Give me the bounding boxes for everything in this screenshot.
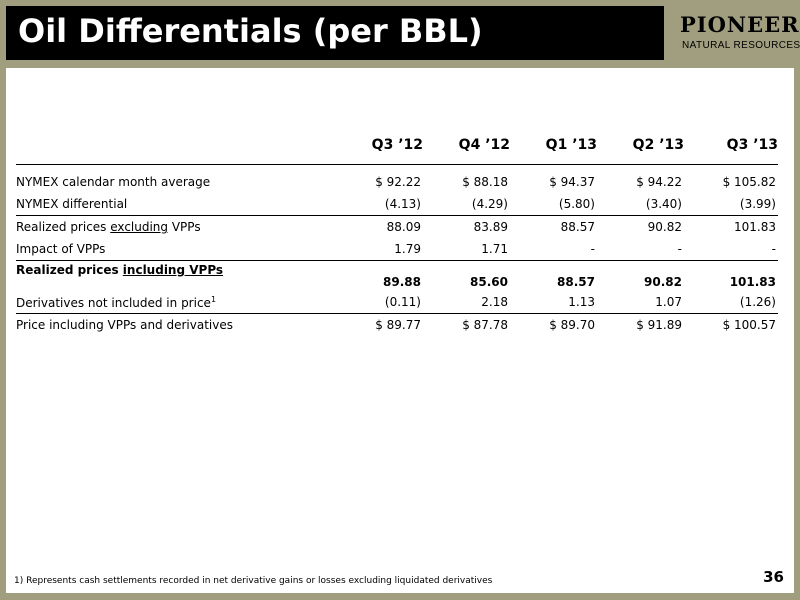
row-label-pre: Realized prices bbox=[16, 220, 111, 234]
cell-value: 101.83 bbox=[734, 220, 776, 234]
row-label-text: Derivatives not included in price bbox=[16, 295, 211, 310]
row-label: Realized prices including VPPs bbox=[16, 261, 336, 292]
cell-value: (4.29) bbox=[423, 193, 510, 216]
cell-value: (4.13) bbox=[336, 193, 423, 216]
column-header: Q1 ’13 bbox=[510, 134, 597, 165]
header-label-spacer bbox=[16, 134, 336, 165]
table-row-realized-excluding: Realized prices excluding VPPs 88.09 83.… bbox=[16, 216, 778, 239]
row-label-post: VPPs bbox=[168, 220, 201, 234]
cell-value: $ 87.78 bbox=[462, 318, 508, 332]
table-row-realized-including: Realized prices including VPPs 89.88 85.… bbox=[16, 261, 778, 292]
table-header-row: Q3 ’12 Q4 ’12 Q1 ’13 Q2 ’13 Q3 ’13 bbox=[16, 134, 778, 165]
row-label: NYMEX differential bbox=[16, 193, 336, 216]
cell-value: - bbox=[597, 238, 684, 261]
page-title: Oil Differentials (per BBL) bbox=[18, 12, 483, 50]
row-label: Impact of VPPs bbox=[16, 238, 336, 261]
cell-value: $ 100.57 bbox=[722, 318, 776, 332]
cell-value: - bbox=[510, 238, 597, 261]
cell-value: 83.89 bbox=[473, 220, 508, 234]
column-header: Q4 ’12 bbox=[423, 134, 510, 165]
row-label: Price including VPPs and derivatives bbox=[16, 318, 233, 332]
row-label-underlined: including bbox=[122, 263, 186, 277]
table-row-price-including-derivatives: Price including VPPs and derivatives $ 8… bbox=[16, 314, 778, 337]
title-bar: Oil Differentials (per BBL) bbox=[6, 6, 664, 60]
table-row-nymex-average: NYMEX calendar month average $ 92.22 $ 8… bbox=[16, 165, 778, 194]
cell-value: $ 89.77 bbox=[375, 318, 421, 332]
footnote-marker: 1 bbox=[210, 294, 217, 304]
row-label: NYMEX calendar month average bbox=[16, 175, 211, 189]
row-label: Derivatives not included in price1 bbox=[16, 291, 336, 314]
cell-value: (1.26) bbox=[684, 291, 778, 314]
column-header: Q3 ’13 bbox=[684, 134, 778, 165]
cell-value: (3.40) bbox=[597, 193, 684, 216]
row-label-post: VPPs bbox=[185, 263, 224, 277]
logo-sub-text: NATURAL RESOURCES bbox=[682, 40, 800, 51]
cell-value: 1.79 bbox=[336, 238, 423, 261]
cell-value: 88.09 bbox=[386, 220, 421, 234]
cell-value: 90.82 bbox=[647, 220, 682, 234]
table-row-nymex-differential: NYMEX differential (4.13) (4.29) (5.80) … bbox=[16, 193, 778, 216]
cell-value: 89.88 bbox=[383, 275, 421, 289]
cell-value: 85.60 bbox=[470, 275, 508, 289]
cell-value: - bbox=[684, 238, 778, 261]
cell-value: $ 88.18 bbox=[462, 175, 508, 189]
table-row-impact-vpps: Impact of VPPs 1.79 1.71 - - - bbox=[16, 238, 778, 261]
cell-value: (3.99) bbox=[684, 193, 778, 216]
cell-value: 1.13 bbox=[510, 291, 597, 314]
footnote: 1) Represents cash settlements recorded … bbox=[14, 576, 493, 586]
cell-value: $ 94.22 bbox=[636, 175, 682, 189]
cell-value: 2.18 bbox=[423, 291, 510, 314]
cell-value: 101.83 bbox=[729, 275, 776, 289]
cell-value: 88.57 bbox=[557, 275, 595, 289]
column-header: Q3 ’12 bbox=[336, 134, 423, 165]
page-number: 36 bbox=[763, 568, 784, 586]
cell-value: 90.82 bbox=[644, 275, 682, 289]
cell-value: $ 94.37 bbox=[549, 175, 595, 189]
cell-value: $ 92.22 bbox=[375, 175, 421, 189]
row-label: Realized prices excluding VPPs bbox=[16, 216, 336, 239]
cell-value: 1.71 bbox=[423, 238, 510, 261]
table-row-derivatives: Derivatives not included in price1 (0.11… bbox=[16, 291, 778, 314]
oil-differentials-table: Q3 ’12 Q4 ’12 Q1 ’13 Q2 ’13 Q3 ’13 NYMEX… bbox=[16, 134, 778, 336]
cell-value: $ 91.89 bbox=[636, 318, 682, 332]
pioneer-logo: PIONEER NATURAL RESOURCES bbox=[676, 10, 800, 58]
cell-value: $ 105.82 bbox=[722, 175, 776, 189]
logo-main-text: PIONEER bbox=[680, 12, 800, 37]
column-header: Q2 ’13 bbox=[597, 134, 684, 165]
row-label-underlined: excluding bbox=[110, 220, 169, 234]
cell-value: 88.57 bbox=[560, 220, 595, 234]
cell-value: (0.11) bbox=[336, 291, 423, 314]
row-label-pre: Realized prices bbox=[16, 263, 123, 277]
slide-content: Q3 ’12 Q4 ’12 Q1 ’13 Q2 ’13 Q3 ’13 NYMEX… bbox=[6, 68, 794, 593]
cell-value: $ 89.70 bbox=[549, 318, 595, 332]
cell-value: (5.80) bbox=[510, 193, 597, 216]
cell-value: 1.07 bbox=[597, 291, 684, 314]
